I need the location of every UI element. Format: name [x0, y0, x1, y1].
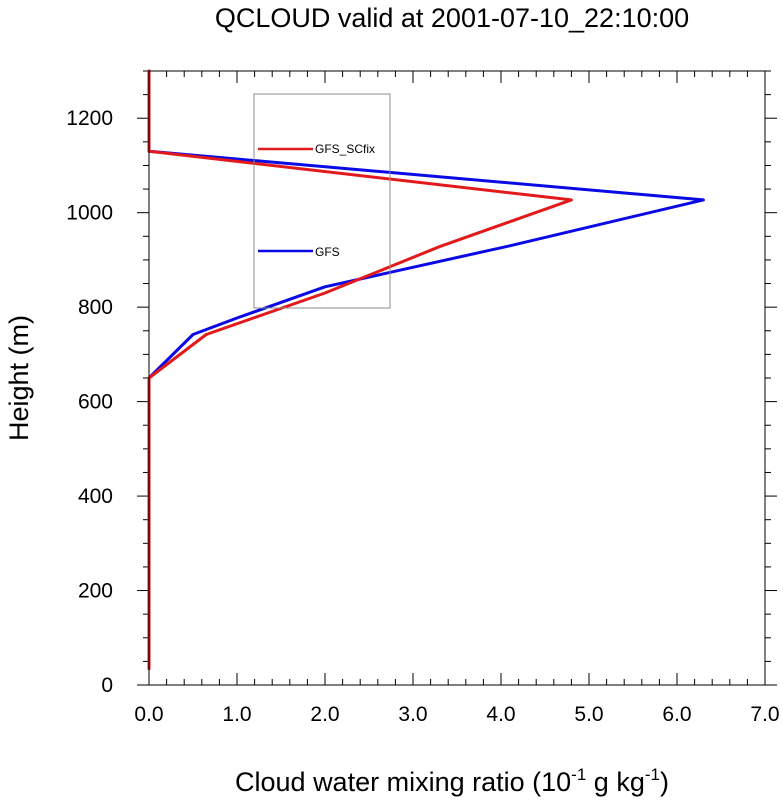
series-line-gfs	[147, 69, 705, 670]
y-tick-label: 400	[78, 485, 113, 508]
legend-box	[253, 93, 391, 309]
x-tick-label: 3.0	[398, 703, 427, 726]
series-lines	[147, 69, 705, 670]
x-tick-label: 0.0	[134, 703, 163, 726]
y-tick-label: 800	[78, 296, 113, 319]
y-tick-label: 1200	[66, 107, 113, 130]
x-tick-label: 4.0	[486, 703, 515, 726]
x-tick-label: 6.0	[662, 703, 691, 726]
y-tick-label: 0	[101, 674, 113, 697]
x-tick-label: 5.0	[574, 703, 603, 726]
y-tick-label: 1000	[66, 202, 113, 225]
y-axis-label: Height (m)	[4, 315, 34, 441]
legend: GFS_SCfix GFS	[253, 93, 391, 309]
y-tick-label: 200	[78, 580, 113, 603]
x-tick-label: 2.0	[310, 703, 339, 726]
legend-label-gfs-scfix: GFS_SCfix	[315, 142, 375, 156]
series-line-gfs-scfix	[147, 69, 573, 670]
chart-title: QCLOUD valid at 2001-07-10_22:10:00	[215, 3, 689, 33]
axis-ticks: 0.0 1.0 2.0 3.0 4.0 5.0 6.0 7.0 0 200 400 600 800 100…	[66, 70, 780, 726]
y-tick-label: 600	[78, 391, 113, 414]
x-axis-label: Cloud water mixing ratio (10-1 g kg-1)	[235, 765, 669, 797]
legend-label-gfs: GFS	[315, 245, 340, 259]
x-tick-label: 7.0	[750, 703, 779, 726]
x-tick-label: 1.0	[222, 703, 251, 726]
plot-frame	[148, 70, 766, 686]
